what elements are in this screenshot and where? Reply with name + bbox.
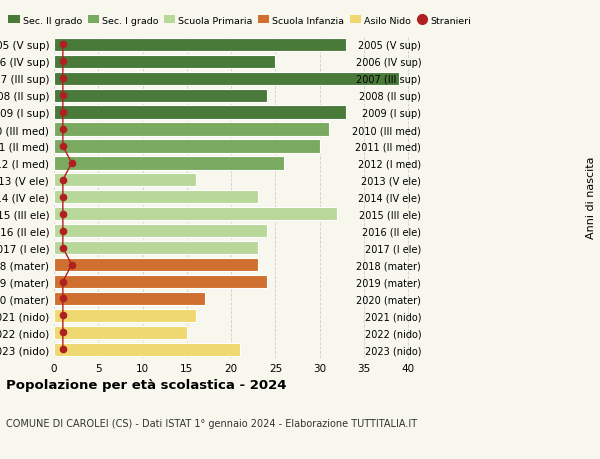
Bar — [54, 275, 266, 289]
Bar — [54, 174, 196, 187]
Bar — [54, 123, 329, 136]
Bar — [54, 157, 284, 170]
Bar — [54, 140, 320, 153]
Legend: Sec. II grado, Sec. I grado, Scuola Primaria, Scuola Infanzia, Asilo Nido, Stran: Sec. II grado, Sec. I grado, Scuola Prim… — [8, 17, 472, 26]
Bar — [54, 326, 187, 339]
Text: Popolazione per età scolastica - 2024: Popolazione per età scolastica - 2024 — [6, 379, 287, 392]
Bar — [54, 292, 205, 305]
Bar — [54, 191, 258, 204]
Bar — [54, 56, 275, 69]
Bar — [54, 343, 240, 356]
Bar — [54, 73, 400, 85]
Bar — [54, 309, 196, 322]
Bar — [54, 39, 346, 52]
Text: COMUNE DI CAROLEI (CS) - Dati ISTAT 1° gennaio 2024 - Elaborazione TUTTITALIA.IT: COMUNE DI CAROLEI (CS) - Dati ISTAT 1° g… — [6, 418, 417, 428]
Bar — [54, 224, 266, 238]
Text: Anni di nascita: Anni di nascita — [586, 156, 596, 239]
Bar — [54, 90, 266, 102]
Bar — [54, 258, 258, 272]
Bar — [54, 207, 337, 221]
Bar — [54, 241, 258, 255]
Bar — [54, 106, 346, 119]
